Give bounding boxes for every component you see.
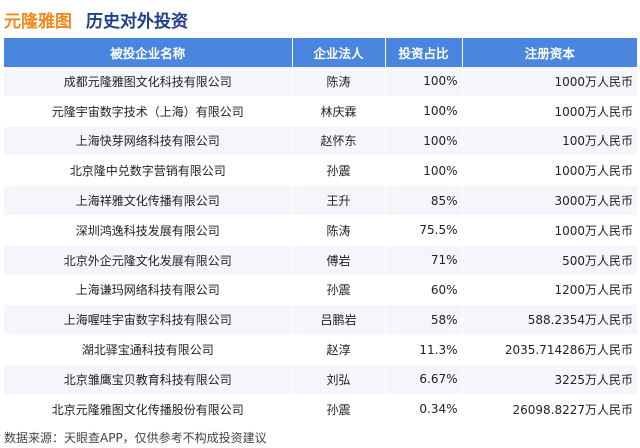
table-row: 北京雏鹰宝贝教育科技有限公司 刘弘 6.67% 3225万人民币 bbox=[4, 364, 637, 395]
table-row: 上海喔哇宇宙数字科技有限公司 吕鹏岩 58% 588.2354万人民币 bbox=[4, 304, 637, 336]
legal-person-cell: 傅岩 bbox=[292, 245, 386, 276]
page-title: 历史对外投资 bbox=[86, 11, 188, 32]
investment-ratio-cell: 58% bbox=[385, 304, 463, 336]
company-name-cell: 元隆宇宙数字技术（上海）有限公司 bbox=[4, 96, 293, 127]
investment-ratio-cell: 71% bbox=[385, 245, 463, 276]
table-row: 元隆宇宙数字技术（上海）有限公司 林庆霖 100% 1000万人民币 bbox=[4, 96, 637, 127]
registered-capital-cell: 1200万人民币 bbox=[462, 275, 637, 306]
page-header: 元隆雅图 历史对外投资 bbox=[4, 2, 188, 36]
table-header-row: 被投企业名称 企业法人 投资占比 注册资本 bbox=[4, 38, 637, 67]
legal-person-cell: 孙震 bbox=[292, 155, 386, 187]
column-header-ratio: 投资占比 bbox=[385, 38, 463, 67]
column-header-capital: 注册资本 bbox=[462, 38, 637, 67]
investment-ratio-cell: 100% bbox=[385, 96, 463, 127]
investment-ratio-cell: 6.67% bbox=[385, 364, 463, 395]
legal-person-cell: 刘弘 bbox=[292, 364, 386, 395]
investment-ratio-cell: 100% bbox=[385, 67, 463, 97]
table-row: 上海快芽网络科技有限公司 赵怀东 100% 100万人民币 bbox=[4, 126, 637, 157]
investment-ratio-cell: 75.5% bbox=[385, 215, 463, 246]
column-header-legal: 企业法人 bbox=[292, 38, 386, 67]
legal-person-cell: 陈涛 bbox=[292, 67, 386, 97]
table-row: 深圳鸿逸科技发展有限公司 陈涛 75.5% 1000万人民币 bbox=[4, 215, 637, 246]
company-name-cell: 上海快芽网络科技有限公司 bbox=[4, 126, 293, 157]
table-row: 上海祥雅文化传播有限公司 王升 85% 3000万人民币 bbox=[4, 185, 637, 216]
registered-capital-cell: 1000万人民币 bbox=[462, 155, 637, 187]
legal-person-cell: 林庆霖 bbox=[292, 96, 386, 127]
legal-person-cell: 陈涛 bbox=[292, 215, 386, 246]
investment-ratio-cell: 100% bbox=[385, 126, 463, 157]
company-name-cell: 北京元隆雅图文化传播股份有限公司 bbox=[4, 394, 293, 425]
legal-person-cell: 孙震 bbox=[292, 394, 386, 425]
registered-capital-cell: 500万人民币 bbox=[462, 245, 637, 276]
company-name-cell: 上海谦玛网络科技有限公司 bbox=[4, 275, 293, 306]
company-name-cell: 上海喔哇宇宙数字科技有限公司 bbox=[4, 304, 293, 336]
investment-ratio-cell: 85% bbox=[385, 185, 463, 216]
registered-capital-cell: 1000万人民币 bbox=[462, 96, 637, 127]
registered-capital-cell: 1000万人民币 bbox=[462, 67, 637, 97]
investment-ratio-cell: 0.34% bbox=[385, 394, 463, 425]
table-row: 上海谦玛网络科技有限公司 孙震 60% 1200万人民币 bbox=[4, 275, 637, 306]
legal-person-cell: 王升 bbox=[292, 185, 386, 216]
table-row: 北京隆中兑数字营销有限公司 孙震 100% 1000万人民币 bbox=[4, 155, 637, 187]
investment-ratio-cell: 100% bbox=[385, 155, 463, 187]
registered-capital-cell: 588.2354万人民币 bbox=[462, 304, 637, 336]
legal-person-cell: 赵淳 bbox=[292, 334, 386, 365]
investment-ratio-cell: 11.3% bbox=[385, 334, 463, 365]
investment-ratio-cell: 60% bbox=[385, 275, 463, 306]
company-name-cell: 深圳鸿逸科技发展有限公司 bbox=[4, 215, 293, 246]
company-name-cell: 北京雏鹰宝贝教育科技有限公司 bbox=[4, 364, 293, 395]
company-name: 元隆雅图 bbox=[4, 11, 72, 32]
table-row: 北京外企元隆文化发展有限公司 傅岩 71% 500万人民币 bbox=[4, 245, 637, 276]
table-body: 成都元隆雅图文化科技有限公司 陈涛 100% 1000万人民币 元隆宇宙数字技术（上海）… bbox=[4, 67, 637, 425]
company-name-cell: 湖北驿宝通科技有限公司 bbox=[4, 334, 293, 365]
table-row: 成都元隆雅图文化科技有限公司 陈涛 100% 1000万人民币 bbox=[4, 67, 637, 97]
registered-capital-cell: 1000万人民币 bbox=[462, 215, 637, 246]
legal-person-cell: 赵怀东 bbox=[292, 126, 386, 157]
investment-table: 被投企业名称 企业法人 投资占比 注册资本 成都元隆雅图文化科技有限公司 陈涛 10… bbox=[4, 38, 637, 425]
data-source-note: 数据来源：天眼查APP，仅供参考不构成投资建议 bbox=[4, 431, 267, 445]
registered-capital-cell: 3225万人民币 bbox=[462, 364, 637, 395]
column-header-company: 被投企业名称 bbox=[4, 38, 293, 67]
registered-capital-cell: 100万人民币 bbox=[462, 126, 637, 157]
legal-person-cell: 吕鹏岩 bbox=[292, 304, 386, 336]
registered-capital-cell: 2035.714286万人民币 bbox=[462, 334, 637, 365]
table-row: 湖北驿宝通科技有限公司 赵淳 11.3% 2035.714286万人民币 bbox=[4, 334, 637, 365]
company-name-cell: 北京外企元隆文化发展有限公司 bbox=[4, 245, 293, 276]
registered-capital-cell: 26098.8227万人民币 bbox=[462, 394, 637, 425]
table-row: 北京元隆雅图文化传播股份有限公司 孙震 0.34% 26098.8227万人民币 bbox=[4, 394, 637, 425]
registered-capital-cell: 3000万人民币 bbox=[462, 185, 637, 216]
company-name-cell: 北京隆中兑数字营销有限公司 bbox=[4, 155, 293, 187]
company-name-cell: 成都元隆雅图文化科技有限公司 bbox=[4, 67, 293, 97]
company-name-cell: 上海祥雅文化传播有限公司 bbox=[4, 185, 293, 216]
legal-person-cell: 孙震 bbox=[292, 275, 386, 306]
